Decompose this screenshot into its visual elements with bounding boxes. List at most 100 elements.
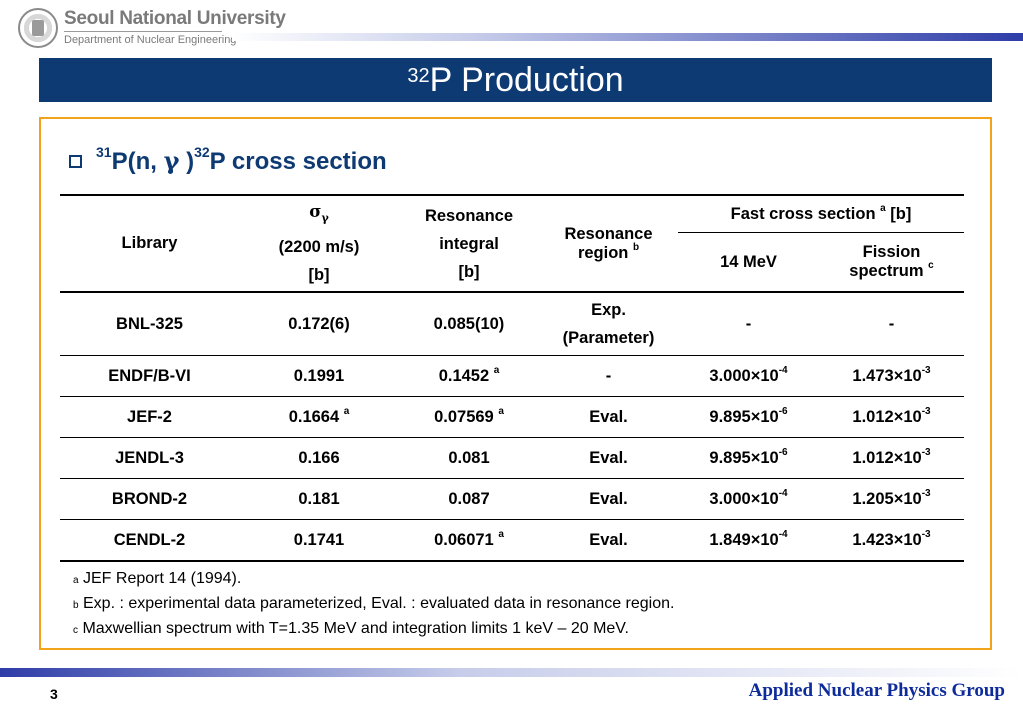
cell-res-integral: 0.085(10) (399, 292, 539, 356)
bullet-sup-32: 32 (194, 144, 210, 160)
group-name: Applied Nuclear Physics Group (748, 680, 1005, 701)
table-header-row: Library σγ (2200 m/s) [b] Resonance inte… (60, 194, 964, 293)
ri-value: 0.06071 (434, 530, 494, 549)
bullet-sup-31: 31 (96, 144, 112, 160)
footer-gradient-bar (0, 668, 1023, 677)
cell-library: CENDL-2 (60, 519, 239, 562)
f14-mantissa: 3.000×10 (709, 366, 779, 385)
res-int-line2: integral (439, 234, 499, 253)
slide-title: 32P Production (407, 58, 623, 102)
cross-section-table: Library σγ (2200 m/s) [b] Resonance inte… (60, 194, 964, 562)
f14-exponent: -4 (778, 528, 788, 540)
fast-sup: a (880, 202, 886, 214)
title-main: P Production (429, 61, 624, 99)
f14-mantissa: 9.895×10 (709, 448, 779, 467)
fis-mantissa: 1.473×10 (852, 366, 922, 385)
bullet-part1: P(n, (111, 148, 164, 175)
footnote-mark: c (73, 625, 78, 636)
footnote-b: b Exp. : experimental data parameterized… (73, 591, 674, 616)
footnote-a: a JEF Report 14 (1994). (73, 566, 674, 591)
cell-library: JEF-2 (60, 396, 239, 438)
cell-14mev: 1.849×10-4 (678, 519, 819, 562)
fast-label: Fast cross section (730, 204, 876, 223)
sigma-sup: a (343, 405, 350, 417)
f14-exponent: -4 (778, 487, 788, 499)
cell-res-region: - (539, 355, 678, 397)
cell-fission: 1.205×10-3 (819, 478, 964, 520)
ri-sup: a (498, 405, 504, 417)
cell-res-integral: 0.07569 a (399, 396, 539, 438)
sigma-energy: (2200 m/s) (278, 237, 360, 256)
header-14mev: 14 MeV (678, 232, 819, 293)
cell-res-region: Eval. (539, 396, 678, 438)
footnote-text: Maxwellian spectrum with T=1.35 MeV and … (78, 620, 629, 637)
header-resonance-integral: Resonance integral [b] (399, 194, 539, 293)
header-sigma: σγ (2200 m/s) [b] (239, 194, 399, 293)
title-bar: 32P Production (39, 58, 992, 102)
fission-sup: c (928, 260, 934, 271)
f14-mantissa: 1.849×10 (709, 530, 779, 549)
fis-mantissa: 1.205×10 (852, 489, 922, 508)
department-name: Department of Nuclear Engineering (64, 31, 237, 46)
cell-fission: - (819, 292, 964, 356)
cell-res-integral: 0.087 (399, 478, 539, 520)
cell-library: JENDL-3 (60, 437, 239, 479)
cell-library: BNL-325 (60, 292, 239, 356)
fis-exponent: -3 (921, 446, 931, 458)
sigma-value: 0.1664 (288, 407, 340, 426)
cell-sigma: 0.181 (239, 478, 399, 520)
ri-sup: a (493, 364, 500, 376)
ri-value: 0.07569 (434, 407, 494, 426)
cell-fission: 1.473×10-3 (819, 355, 964, 397)
region-line2: (Parameter) (562, 329, 655, 347)
bullet-part2: ) (179, 148, 195, 175)
cell-res-integral: 0.06071 a (399, 519, 539, 562)
table-row: JEF-2 0.1664 a 0.07569 a Eval. 9.895×10-… (60, 396, 964, 438)
fis-mantissa: 1.423×10 (852, 530, 922, 549)
cell-sigma: 0.1741 (239, 519, 399, 562)
fission-line1: Fission (862, 243, 921, 261)
f14-exponent: -6 (778, 446, 788, 458)
ri-sup: a (498, 528, 504, 540)
cell-fission: 1.423×10-3 (819, 519, 964, 562)
fis-exponent: -3 (921, 364, 931, 376)
f14-exponent: -4 (778, 364, 788, 376)
cell-14mev: 9.895×10-6 (678, 396, 819, 438)
university-seal-icon (18, 8, 58, 48)
title-superscript: 32 (407, 65, 430, 87)
footnote-text: Exp. : experimental data parameterized, … (78, 595, 675, 612)
header-fast-cross-section: Fast cross section a [b] (678, 194, 964, 233)
header-gradient-bar (232, 33, 1023, 41)
checkbox-bullet-icon (69, 154, 82, 168)
bullet-heading: 31P(n, γ )32P cross section (69, 144, 387, 176)
fis-exponent: -3 (921, 405, 931, 417)
res-region-sup: b (632, 241, 640, 253)
sigma-unit: [b] (308, 265, 330, 284)
f14-mantissa: 9.895×10 (709, 407, 779, 426)
cell-res-region: Eval. (539, 437, 678, 479)
sigma-symbol: σ (309, 202, 322, 222)
bullet-part3: P cross section (209, 148, 387, 175)
ri-value: 0.1452 (438, 366, 490, 385)
cell-sigma: 0.1664 a (239, 396, 399, 438)
region-line1: Exp. (591, 301, 626, 319)
footnote-text: JEF Report 14 (1994). (78, 570, 242, 587)
fast-unit: [b] (890, 204, 912, 223)
cell-14mev: - (678, 292, 819, 356)
footnotes: a JEF Report 14 (1994). b Exp. : experim… (73, 566, 674, 641)
res-region-line1: Resonance (564, 224, 653, 243)
res-region-line2: region (577, 243, 629, 262)
cell-sigma: 0.166 (239, 437, 399, 479)
header-library: Library (60, 194, 239, 293)
cell-14mev: 3.000×10-4 (678, 478, 819, 520)
fis-mantissa: 1.012×10 (852, 448, 922, 467)
res-int-unit: [b] (458, 262, 480, 281)
cell-14mev: 9.895×10-6 (678, 437, 819, 479)
table-row: BNL-325 0.172(6) 0.085(10) Exp. (Paramete… (60, 292, 964, 356)
sigma-sub-gamma: γ (321, 211, 329, 225)
footnote-mark: b (73, 600, 79, 611)
f14-mantissa: 3.000×10 (709, 489, 779, 508)
header-resonance-region: Resonance region b (539, 194, 678, 293)
res-int-line1: Resonance (424, 206, 514, 225)
table-subheader-row: 14 MeV Fission spectrum c (60, 232, 964, 293)
